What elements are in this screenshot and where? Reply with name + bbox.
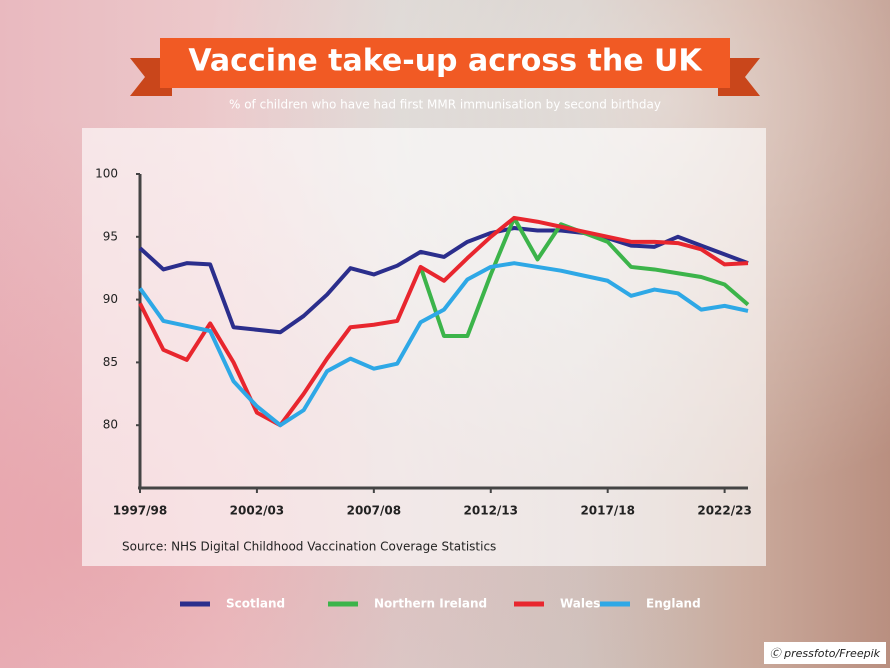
legend-label: England (646, 597, 701, 611)
legend-label: Northern Ireland (374, 597, 487, 611)
series-line (138, 215, 749, 428)
legend-label: Wales (560, 597, 600, 611)
series-line (138, 226, 749, 335)
credit-text: pressfoto/Freepik (784, 647, 880, 660)
x-tick-label: 2022/23 (697, 504, 751, 518)
x-tick-label: 2007/08 (347, 504, 401, 518)
y-tick-label: 80 (103, 418, 118, 432)
y-tick-label: 95 (103, 229, 118, 243)
x-tick-label: 2017/18 (580, 504, 634, 518)
credit: Ⓒ pressfoto/Freepik (763, 642, 886, 664)
ribbon (160, 38, 730, 88)
series-line (138, 261, 749, 428)
source: Source: NHS Digital Childhood Vaccinatio… (122, 540, 496, 554)
x-tick-label: 2002/03 (230, 504, 284, 518)
chart-title: Vaccine take-up across the UK (188, 44, 703, 79)
legend-label: Scotland (226, 597, 285, 611)
x-tick-label: 1997/98 (113, 504, 167, 518)
y-tick-label: 85 (103, 355, 118, 369)
x-tick-label: 2012/13 (464, 504, 518, 518)
chart-panel (82, 128, 766, 566)
y-tick-label: 90 (103, 292, 118, 306)
chart-subtitle: % of children who have had first MMR imm… (229, 98, 661, 112)
y-tick-label: 100 (95, 167, 118, 181)
